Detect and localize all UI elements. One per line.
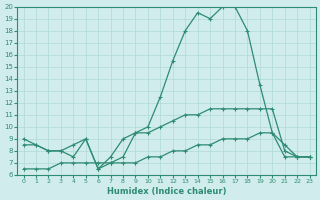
X-axis label: Humidex (Indice chaleur): Humidex (Indice chaleur)	[107, 187, 226, 196]
